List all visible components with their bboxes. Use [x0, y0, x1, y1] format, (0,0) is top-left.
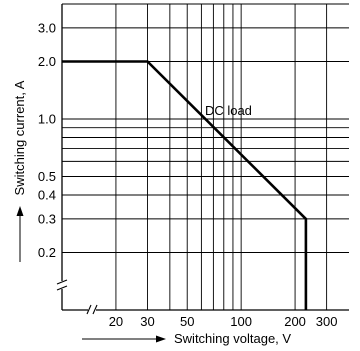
x-tick-label: 200: [284, 314, 306, 329]
y-break-mark: [56, 279, 68, 285]
grid: [62, 4, 349, 310]
y-break-gap: [57, 281, 67, 289]
annotations: DC load: [205, 103, 252, 118]
x-tick-label: 30: [140, 314, 154, 329]
x-axis-label: Switching voltage, V: [174, 331, 291, 346]
y-tick-label: 1.0: [38, 111, 56, 126]
y-tick-label: 0.5: [38, 169, 56, 184]
y-axis-arrowhead: [16, 206, 24, 216]
plot-frame: [61, 3, 349, 311]
x-break-mark: [86, 304, 92, 315]
x-tick-label: 300: [316, 314, 338, 329]
tick-labels: 20 30 50 100 200 300 0.2 0.3 0.4 0.5 1.0 2.0 3.0: [38, 20, 338, 329]
annotation-label: DC load: [205, 103, 252, 118]
series-line: [62, 60, 308, 310]
x-break-mark: [92, 304, 98, 315]
y-axis-label: Switching current, A: [12, 80, 27, 195]
series-layer: [62, 60, 308, 310]
x-break-gap: [88, 305, 96, 315]
x-tick-label: 20: [109, 314, 123, 329]
axis-breaks: [56, 279, 98, 315]
y-break-mark: [56, 285, 68, 291]
y-tick-label: 0.4: [38, 188, 56, 203]
y-tick-label: 2.0: [38, 54, 56, 69]
x-tick-label: 50: [180, 314, 194, 329]
x-tick-label: 100: [230, 314, 252, 329]
x-axis-arrowhead: [156, 335, 166, 343]
y-tick-label: 0.3: [38, 211, 56, 226]
axis-labels: Switching voltage, V Switching current, …: [12, 80, 291, 346]
y-tick-label: 3.0: [38, 20, 56, 35]
y-tick-label: 0.2: [38, 245, 56, 260]
